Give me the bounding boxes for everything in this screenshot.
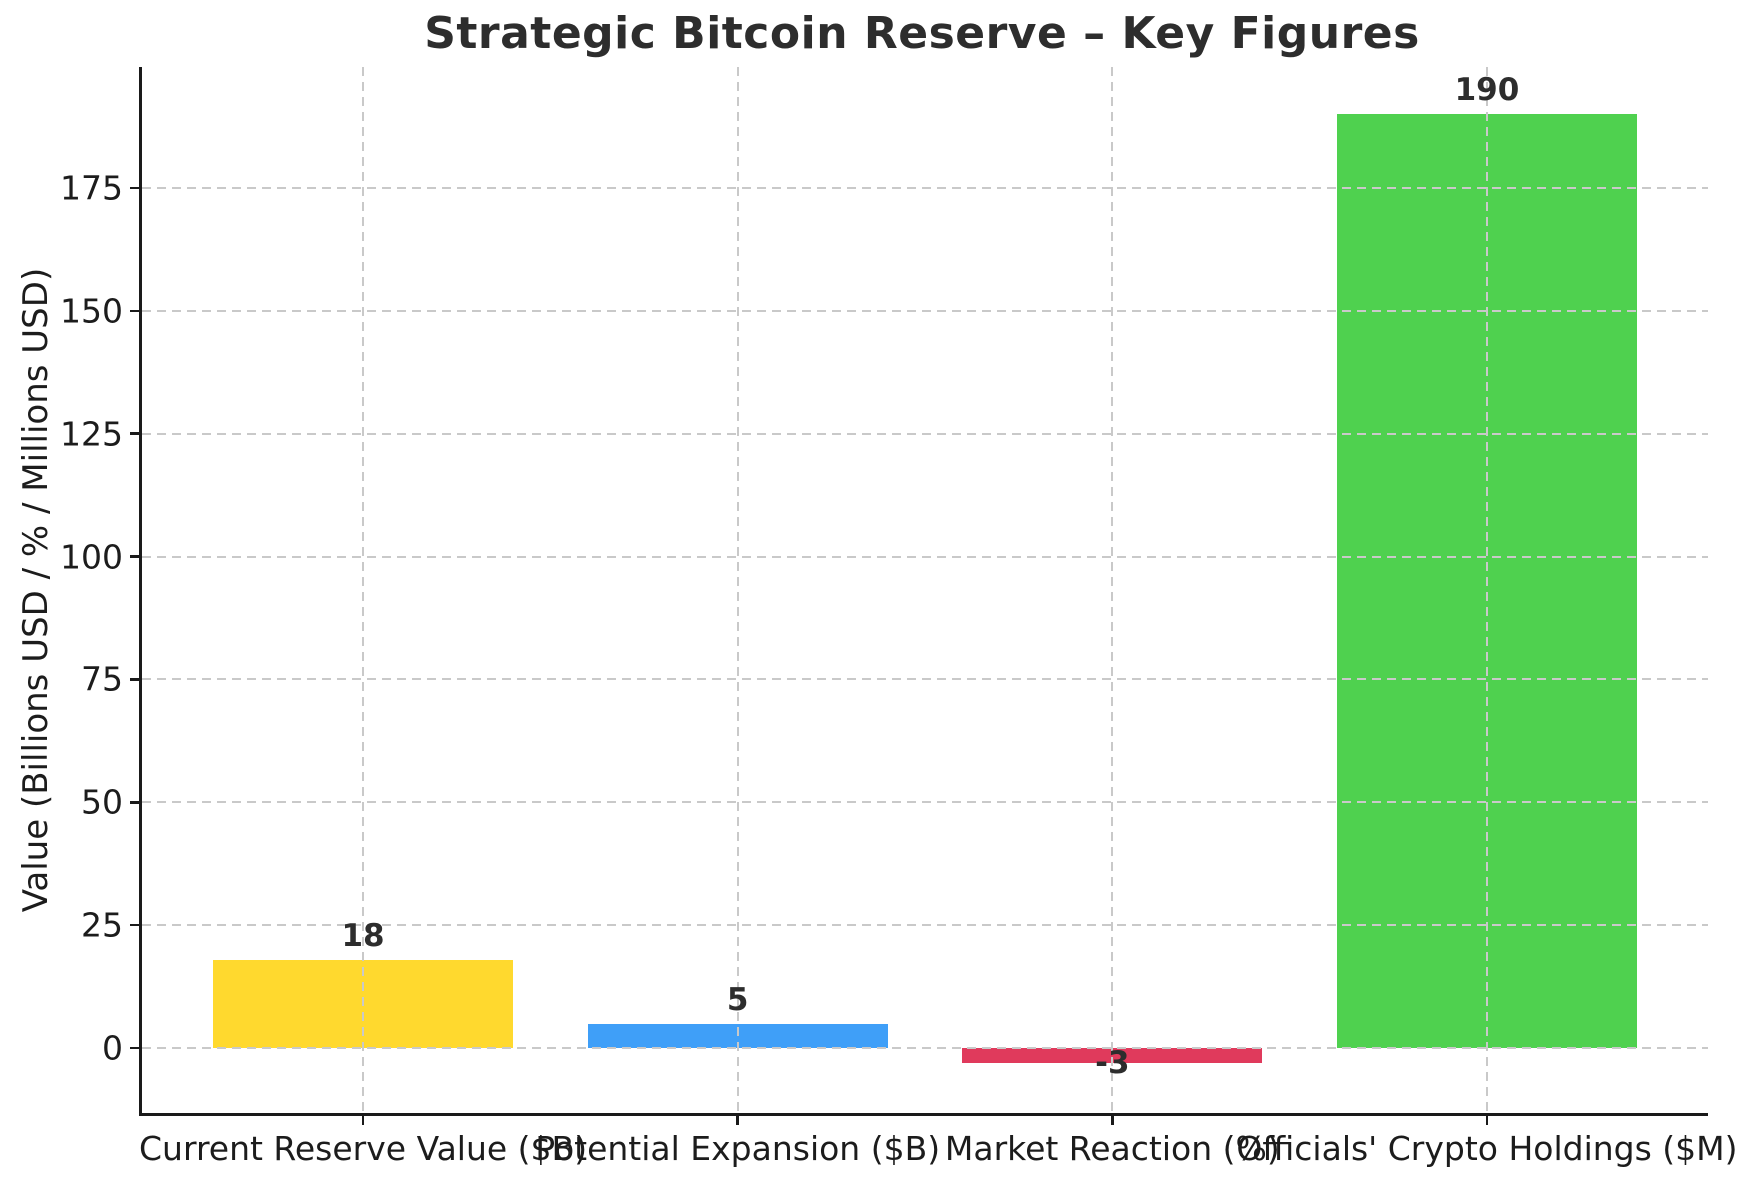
x-tick-label: Potential Expansion ($B) <box>535 1129 941 1168</box>
bar-value-label: -3 <box>1095 1044 1130 1081</box>
chart-title: Strategic Bitcoin Reserve – Key Figures <box>424 8 1420 59</box>
plot-area: 0 25 50 75 100 125 150 175 Current Reserve Value… <box>60 67 1738 1168</box>
grid-line-horizontal <box>142 432 1708 435</box>
y-tick-label: 125 <box>60 414 123 454</box>
bar-value-label: 190 <box>1454 72 1520 109</box>
bar-value-label: 5 <box>726 981 749 1018</box>
y-tick-mark <box>130 678 139 681</box>
x-tick-label: Officials' Crypto Holdings ($M) <box>1236 1129 1738 1168</box>
grid-line-vertical <box>362 67 365 1113</box>
grid-line-horizontal <box>142 1047 1708 1050</box>
grid-line-horizontal <box>142 678 1708 681</box>
grid-line-horizontal <box>142 309 1708 312</box>
x-tick-mark <box>1485 1116 1489 1125</box>
grid-line-horizontal <box>142 801 1708 804</box>
y-tick-label: 50 <box>81 782 123 822</box>
y-tick-label: 0 <box>102 1028 123 1068</box>
bar-value-label: 18 <box>341 917 385 954</box>
grid-line-horizontal <box>142 555 1708 558</box>
x-tick-label: Current Reserve Value ($B) <box>139 1129 588 1168</box>
x-tick-mark <box>1111 1116 1114 1125</box>
y-tick-label: 75 <box>81 659 123 699</box>
y-tick-label: 25 <box>81 905 123 945</box>
y-tick-mark <box>130 555 139 558</box>
y-tick-label: 100 <box>60 537 123 577</box>
y-tick-label: 175 <box>60 168 123 208</box>
y-tick-mark <box>130 186 139 190</box>
grid-line-vertical <box>1111 67 1114 1113</box>
y-tick-mark <box>130 801 139 804</box>
x-tick-label: Market Reaction (%) <box>944 1129 1280 1168</box>
y-axis-label: Value (Billions USD / % / Millions USD) <box>16 267 56 913</box>
grid-line-vertical <box>1485 67 1488 1113</box>
grid-line-vertical <box>736 67 739 1113</box>
grid-line-horizontal <box>142 186 1708 189</box>
x-tick-mark <box>361 1116 365 1125</box>
y-tick-mark <box>130 432 139 435</box>
grid-line-horizontal <box>142 924 1708 927</box>
y-tick-label: 150 <box>60 291 123 331</box>
y-tick-mark <box>130 923 139 927</box>
y-tick-mark <box>130 309 139 313</box>
y-tick-mark <box>130 1046 139 1050</box>
x-tick-mark <box>736 1116 739 1125</box>
